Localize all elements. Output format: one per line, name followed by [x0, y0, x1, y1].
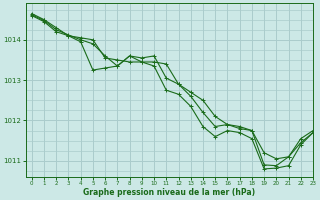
X-axis label: Graphe pression niveau de la mer (hPa): Graphe pression niveau de la mer (hPa)	[83, 188, 255, 197]
